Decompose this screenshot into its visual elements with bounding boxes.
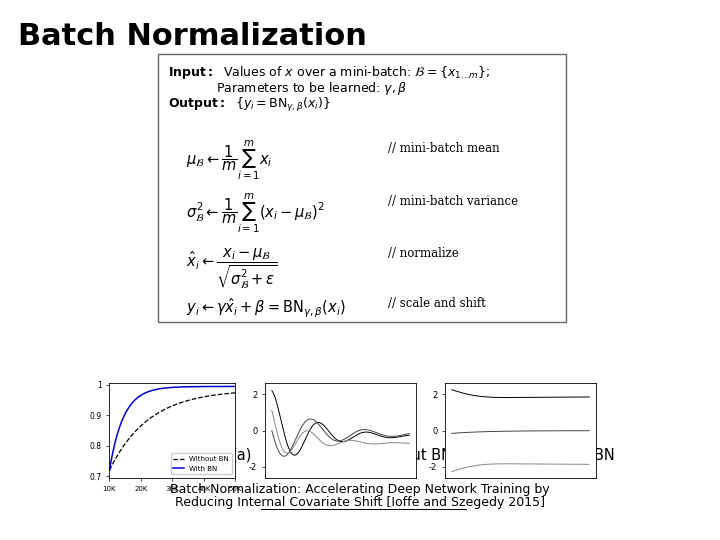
With BN <box>105 467 114 474</box>
Without BN <box>220 391 228 397</box>
Text: Reducing Internal Covariate Shift [Ioffe and Szegedy 2015]: Reducing Internal Covariate Shift [Ioffe… <box>175 496 545 509</box>
Without BN <box>105 467 114 474</box>
Legend: Without BN, With BN: Without BN, With BN <box>171 454 232 475</box>
Text: $\hat{x}_i \leftarrow \dfrac{x_i - \mu_\mathcal{B}}{\sqrt{\sigma_\mathcal{B}^2 +: $\hat{x}_i \leftarrow \dfrac{x_i - \mu_\… <box>186 246 278 291</box>
With BN <box>231 383 240 390</box>
With BN <box>211 383 220 390</box>
Text: (c) With BN: (c) With BN <box>531 448 614 463</box>
Text: // mini-batch mean: // mini-batch mean <box>388 142 500 155</box>
Text: // normalize: // normalize <box>388 247 459 260</box>
Text: Batch Normalization: Batch Normalization <box>18 22 367 51</box>
Text: (a): (a) <box>232 448 252 463</box>
Without BN <box>182 397 191 404</box>
Text: $y_i \leftarrow \gamma\hat{x}_i + \beta = \mathrm{BN}_{\gamma,\beta}(x_i)$: $y_i \leftarrow \gamma\hat{x}_i + \beta … <box>186 297 346 320</box>
With BN <box>180 383 189 390</box>
Line: With BN: With BN <box>109 387 235 470</box>
Text: $\mathbf{Output:}$  $\{y_i = \mathrm{BN}_{\gamma,\beta}(x_i)\}$: $\mathbf{Output:}$ $\{y_i = \mathrm{BN}_… <box>168 96 330 114</box>
Without BN <box>180 399 189 405</box>
Text: $\mu_\mathcal{B} \leftarrow \dfrac{1}{m}\sum_{i=1}^{m} x_i$: $\mu_\mathcal{B} \leftarrow \dfrac{1}{m}… <box>186 139 273 182</box>
Text: $\mathbf{Input:}$  Values of $x$ over a mini-batch: $\mathcal{B} = \{x_{1\ldots : $\mathbf{Input:}$ Values of $x$ over a m… <box>168 64 490 81</box>
Text: // mini-batch variance: // mini-batch variance <box>388 195 518 208</box>
Text: (b) Without BN: (b) Without BN <box>344 448 452 463</box>
With BN <box>106 464 114 471</box>
With BN <box>180 383 189 390</box>
Line: Without BN: Without BN <box>109 393 235 470</box>
Text: Batch Normalization: Accelerating Deep Network Training by: Batch Normalization: Accelerating Deep N… <box>170 483 550 496</box>
Without BN <box>180 399 189 405</box>
Without BN <box>106 466 114 472</box>
With BN <box>182 383 191 390</box>
FancyBboxPatch shape <box>158 54 566 322</box>
Without BN <box>211 392 220 398</box>
Text: $\sigma_\mathcal{B}^2 \leftarrow \dfrac{1}{m}\sum_{i=1}^{m}(x_i - \mu_\mathcal{B: $\sigma_\mathcal{B}^2 \leftarrow \dfrac{… <box>186 192 325 235</box>
Without BN <box>231 389 240 396</box>
Text: Parameters to be learned: $\gamma, \beta$: Parameters to be learned: $\gamma, \beta… <box>216 80 408 97</box>
Text: // scale and shift: // scale and shift <box>388 297 486 310</box>
With BN <box>220 383 228 390</box>
